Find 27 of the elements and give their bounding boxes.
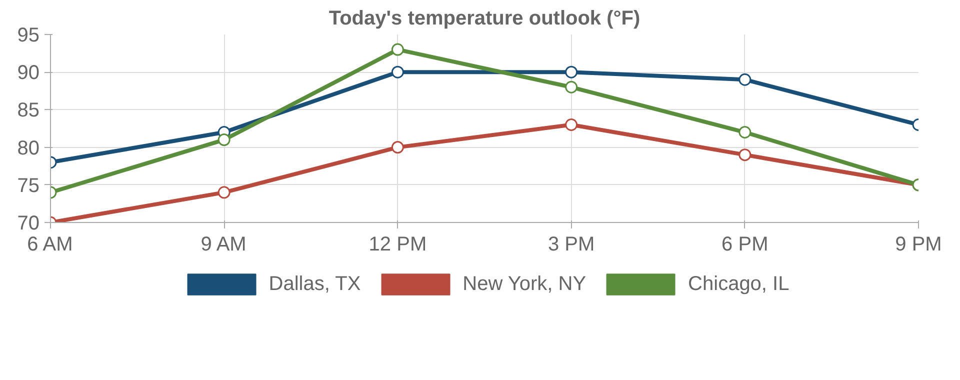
y-tick-label: 70 — [17, 212, 40, 234]
legend-label: New York, NY — [462, 272, 586, 296]
point — [565, 80, 578, 94]
legend-label: Dallas, TX — [268, 272, 361, 296]
x-tick-label: 9 PM — [895, 234, 942, 256]
point — [738, 126, 752, 138]
x-tick-label: 6 AM — [27, 234, 73, 256]
point — [218, 186, 230, 199]
x-tick-label: 6 PM — [722, 234, 768, 256]
chart-title: Today's temperature outlook (°F) — [328, 8, 640, 30]
x-tick-label: 3 PM — [548, 234, 595, 256]
y-tick-label: 85 — [17, 100, 40, 122]
point — [738, 73, 752, 86]
point — [391, 43, 404, 56]
point — [738, 148, 752, 162]
y-tick-label: 75 — [17, 174, 40, 197]
y-tick-label: 80 — [17, 137, 40, 160]
point — [565, 66, 578, 78]
y-tick-label: 95 — [17, 24, 40, 46]
point — [391, 66, 404, 78]
y-tick-label: 90 — [17, 62, 40, 84]
point — [218, 134, 230, 146]
legend-label: Chicago, IL — [688, 272, 790, 296]
x-tick-label: 12 PM — [368, 234, 427, 256]
x-tick-label: 9 AM — [200, 234, 246, 256]
point — [391, 141, 404, 154]
point — [565, 118, 578, 131]
